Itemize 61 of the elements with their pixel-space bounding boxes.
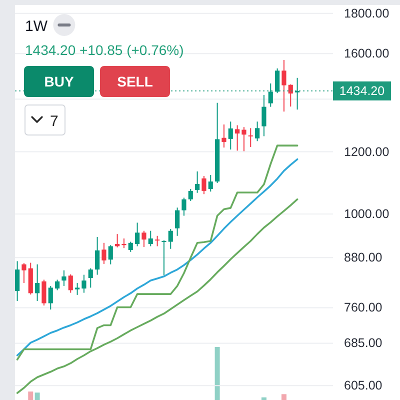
candlestick [62, 270, 66, 286]
y-tick-label: 605.00 [344, 378, 382, 393]
candlestick [35, 264, 40, 302]
y-tick-label: 880.00 [344, 250, 382, 265]
candlestick [102, 242, 106, 264]
bar [28, 392, 34, 400]
candlestick [262, 94, 266, 137]
candlestick [82, 274, 86, 294]
candlestick [48, 285, 53, 310]
candlestick [222, 124, 226, 148]
candlestick [68, 274, 73, 294]
candlestick [142, 230, 146, 248]
candlestick [208, 174, 213, 192]
y-tick-label: 1600.00 [344, 46, 390, 61]
candlestick [282, 60, 286, 112]
candlestick [75, 282, 80, 296]
annotation: BUY [44, 74, 74, 90]
candlestick [148, 230, 153, 247]
bar [281, 394, 286, 400]
candlestick [235, 124, 240, 152]
candlestick [182, 197, 186, 216]
candlestick [275, 68, 280, 94]
candlestick [128, 241, 133, 252]
candlestick [202, 175, 206, 195]
button: SELL [100, 66, 170, 97]
bar [34, 392, 40, 400]
bar [261, 397, 266, 400]
candlestick [55, 279, 60, 291]
y-tick-label: 1000.00 [344, 207, 390, 222]
candlestick [162, 240, 166, 276]
y-tick-label: 760.00 [344, 300, 382, 315]
candlestick [108, 244, 113, 265]
y-tick-label: 1200.00 [344, 144, 390, 159]
dropdown: 7 [24, 104, 66, 136]
candlestick [122, 238, 126, 249]
candlestick [42, 279, 46, 306]
text: 1434.20 +10.85 (+0.76%) [25, 42, 184, 58]
candlestick [242, 126, 246, 152]
annotation: SELL [117, 74, 154, 90]
candlestick [288, 84, 293, 108]
candlestick [168, 228, 173, 250]
text: 1W [25, 18, 48, 35]
y-tick-label: 685.00 [344, 336, 382, 350]
candlestick [22, 262, 26, 284]
y-tick-label: 1800.00 [344, 6, 390, 20]
candlestick [248, 128, 253, 148]
candlestick [228, 121, 233, 150]
candlestick [255, 121, 260, 142]
candlestick [175, 207, 180, 236]
bar [214, 347, 220, 400]
candlestick [155, 235, 160, 247]
ref-line-label: 1434.20 [339, 84, 385, 98]
candlestick [95, 236, 100, 276]
candlestick [88, 268, 93, 288]
candlestick [195, 170, 200, 194]
candlestick [188, 188, 193, 202]
candlestick [268, 82, 273, 108]
candlestick [135, 222, 140, 247]
annotation: 7 [50, 112, 58, 130]
candlestick [15, 260, 20, 302]
button: BUY [24, 66, 94, 97]
